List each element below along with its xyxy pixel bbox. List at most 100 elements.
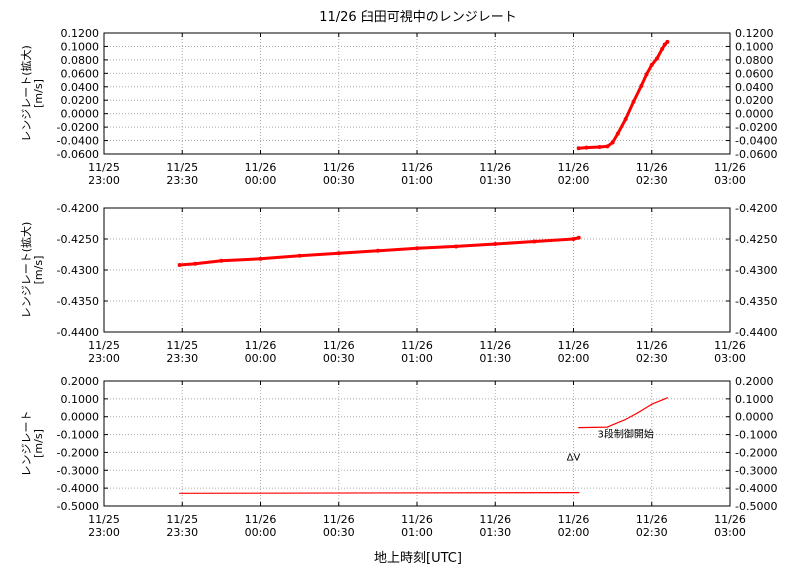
x-tick-label: 23:30	[166, 352, 198, 365]
data-point	[454, 244, 459, 249]
y-tick-label-right: 0.1000	[735, 40, 774, 53]
y-tick-label-right: -0.3000	[735, 464, 777, 477]
x-tick-label: 11/25	[166, 513, 198, 526]
y-tick-label-left: 0.2000	[61, 375, 100, 388]
data-point	[571, 237, 576, 241]
data-point	[576, 235, 581, 240]
y-tick-label-right: -0.0200	[735, 121, 777, 134]
y-tick-label-right: -0.4000	[735, 482, 777, 495]
x-tick-label: 01:30	[479, 174, 511, 187]
y-tick-label-left: -0.0200	[57, 121, 99, 134]
y-axis-label: レンジレート(拡大)	[19, 45, 33, 142]
data-point	[654, 56, 659, 61]
x-tick-label: 11/26	[245, 339, 277, 352]
y-tick-label-right: -0.5000	[735, 500, 777, 513]
x-tick-label: 00:30	[323, 526, 355, 539]
x-tick-label: 02:30	[636, 174, 668, 187]
x-tick-label: 01:30	[479, 352, 511, 365]
y-tick-label-right: -0.0400	[735, 135, 777, 148]
x-tick-label: 11/26	[558, 161, 590, 174]
y-tick-label-left: -0.2000	[57, 446, 99, 459]
data-point	[660, 46, 665, 51]
x-tick-label: 11/26	[558, 339, 590, 352]
y-tick-label-right: -0.4350	[735, 295, 777, 308]
data-point	[649, 62, 654, 67]
x-tick-label: 01:00	[401, 352, 433, 365]
y-tick-label-right: 0.0200	[735, 94, 774, 107]
y-tick-label-left: -0.3000	[57, 464, 99, 477]
y-tick-label-right: 0.0000	[735, 411, 774, 424]
data-series-1	[577, 40, 669, 150]
x-tick-label: 11/26	[323, 339, 355, 352]
x-tick-label: 02:00	[558, 526, 590, 539]
data-point	[662, 42, 667, 47]
x-tick-label: 23:00	[88, 526, 120, 539]
y-tick-label-left: 0.0400	[61, 81, 100, 94]
x-tick-label: 11/25	[88, 161, 120, 174]
y-axis-unit: [m/s]	[32, 256, 45, 285]
y-tick-label-left: -0.1000	[57, 429, 99, 442]
x-tick-label: 11/26	[714, 161, 746, 174]
x-tick-label: 00:30	[323, 352, 355, 365]
data-point	[258, 256, 263, 261]
x-axis-label: 地上時刻[UTC]	[374, 551, 462, 566]
x-tick-label: 03:00	[714, 352, 746, 365]
chart-panel-2: 11/2523:0011/2523:3011/2600:0011/2600:30…	[19, 202, 777, 365]
y-tick-label-right: -0.4250	[735, 233, 777, 246]
x-tick-label: 11/26	[245, 161, 277, 174]
x-tick-label: 01:00	[401, 174, 433, 187]
data-point	[297, 253, 302, 258]
x-tick-label: 11/26	[636, 339, 668, 352]
data-point	[623, 116, 628, 121]
y-tick-label-right: 0.1200	[735, 27, 774, 40]
x-tick-label: 11/25	[166, 161, 198, 174]
x-tick-label: 11/26	[323, 513, 355, 526]
data-point	[615, 131, 620, 136]
x-tick-label: 23:30	[166, 174, 198, 187]
chart-title: 11/26 臼田可視中のレンジレート	[319, 10, 517, 25]
x-tick-label: 00:30	[323, 174, 355, 187]
data-series-1	[179, 492, 580, 494]
data-series-2	[578, 397, 669, 429]
x-tick-label: 11/25	[166, 339, 198, 352]
data-point	[631, 99, 636, 104]
y-tick-label-left: -0.4400	[57, 326, 99, 339]
plot-frame	[103, 380, 731, 507]
x-tick-label: 11/26	[714, 339, 746, 352]
y-tick-label-left: 0.0000	[61, 411, 100, 424]
data-point	[584, 145, 589, 150]
y-tick-label-left: -0.4250	[57, 233, 99, 246]
data-point	[493, 241, 498, 246]
plot-frame	[103, 32, 731, 155]
data-point	[605, 144, 610, 149]
y-tick-label-left: -0.4200	[57, 202, 99, 215]
y-tick-label-right: 0.0400	[735, 81, 774, 94]
x-tick-label: 03:00	[714, 174, 746, 187]
y-tick-label-left: -0.4300	[57, 264, 99, 277]
x-tick-label: 11/26	[401, 513, 433, 526]
y-tick-label-left: -0.0600	[57, 148, 99, 161]
chart-panel-1: 11/2523:0011/2523:3011/2600:0011/2600:30…	[19, 27, 777, 187]
x-tick-label: 11/26	[245, 513, 277, 526]
data-point	[415, 246, 419, 251]
y-tick-label-right: -0.4300	[735, 264, 777, 277]
x-tick-label: 00:00	[245, 352, 277, 365]
x-tick-label: 11/26	[401, 161, 433, 174]
x-tick-label: 11/26	[636, 161, 668, 174]
x-tick-label: 11/26	[558, 513, 590, 526]
y-tick-label-left: 0.0800	[61, 54, 100, 67]
x-tick-label: 02:00	[558, 352, 590, 365]
x-tick-label: 02:00	[558, 174, 590, 187]
chart-panels: 11/2523:0011/2523:3011/2600:0011/2600:30…	[19, 27, 777, 539]
y-axis-unit: [m/s]	[32, 429, 45, 458]
x-tick-label: 02:30	[636, 526, 668, 539]
y-tick-label-left: 0.1000	[61, 40, 100, 53]
y-tick-label-right: 0.0600	[735, 67, 774, 80]
y-axis-unit: [m/s]	[32, 79, 45, 108]
x-tick-label: 11/26	[714, 513, 746, 526]
data-point	[665, 39, 670, 44]
x-tick-label: 23:30	[166, 526, 198, 539]
y-tick-label-left: -0.4000	[57, 482, 99, 495]
x-tick-label: 11/25	[88, 513, 120, 526]
